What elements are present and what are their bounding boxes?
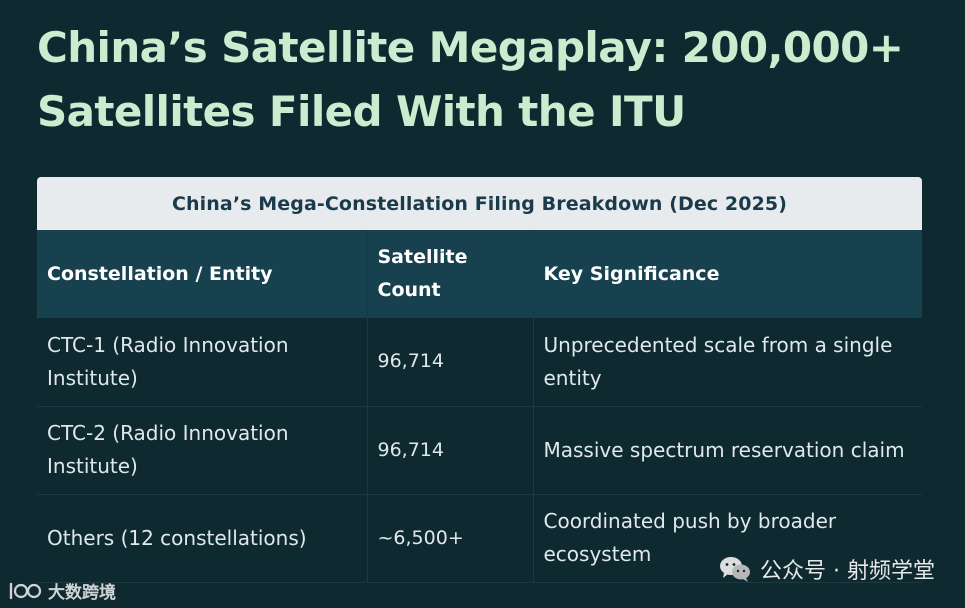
- table-caption: China’s Mega-Constellation Filing Breakd…: [37, 177, 922, 230]
- column-header-significance: Key Significance: [532, 230, 922, 318]
- page-title: China’s Satellite Megaplay: 200,000+ Sat…: [37, 23, 904, 136]
- filing-breakdown-table-card: China’s Mega-Constellation Filing Breakd…: [37, 177, 922, 583]
- table-body: CTC-1 (Radio Innovation Institute) 96,71…: [37, 318, 922, 583]
- filing-breakdown-table: Constellation / Entity Satellite Count K…: [37, 230, 922, 583]
- table-row: CTC-1 (Radio Innovation Institute) 96,71…: [37, 318, 922, 407]
- wechat-icon: [720, 557, 751, 582]
- cell-significance: Massive spectrum reservation claim: [532, 406, 922, 495]
- cell-count: 96,714: [366, 318, 533, 407]
- table-row: CTC-2 (Radio Innovation Institute) 96,71…: [37, 406, 922, 495]
- cell-entity: CTC-2 (Radio Innovation Institute): [37, 406, 367, 495]
- column-header-count: Satellite Count: [366, 230, 533, 318]
- cell-significance: Unprecedented scale from a single entity: [532, 318, 922, 407]
- watermark-left-text: 大数跨境: [48, 583, 116, 603]
- cell-count: ~6,500+: [366, 494, 533, 583]
- cell-entity: Others (12 constellations): [37, 494, 367, 583]
- table-header-row: Constellation / Entity Satellite Count K…: [37, 230, 922, 318]
- brand-logo-icon: [9, 582, 42, 599]
- column-header-entity: Constellation / Entity: [47, 262, 273, 285]
- cell-count: 96,714: [366, 406, 533, 495]
- watermark-left: 大数跨境: [8, 578, 116, 603]
- cell-significance: Coordinated push by broader ecosystem: [532, 494, 922, 583]
- watermark-right-text: 公众号 · 射频学堂: [760, 559, 935, 584]
- cell-entity: CTC-1 (Radio Innovation Institute): [37, 318, 367, 407]
- table-header: Constellation / Entity Satellite Count K…: [37, 230, 922, 318]
- table-row: Others (12 constellations) ~6,500+ Coord…: [37, 494, 922, 583]
- watermark-right: 公众号 · 射频学堂: [718, 553, 935, 585]
